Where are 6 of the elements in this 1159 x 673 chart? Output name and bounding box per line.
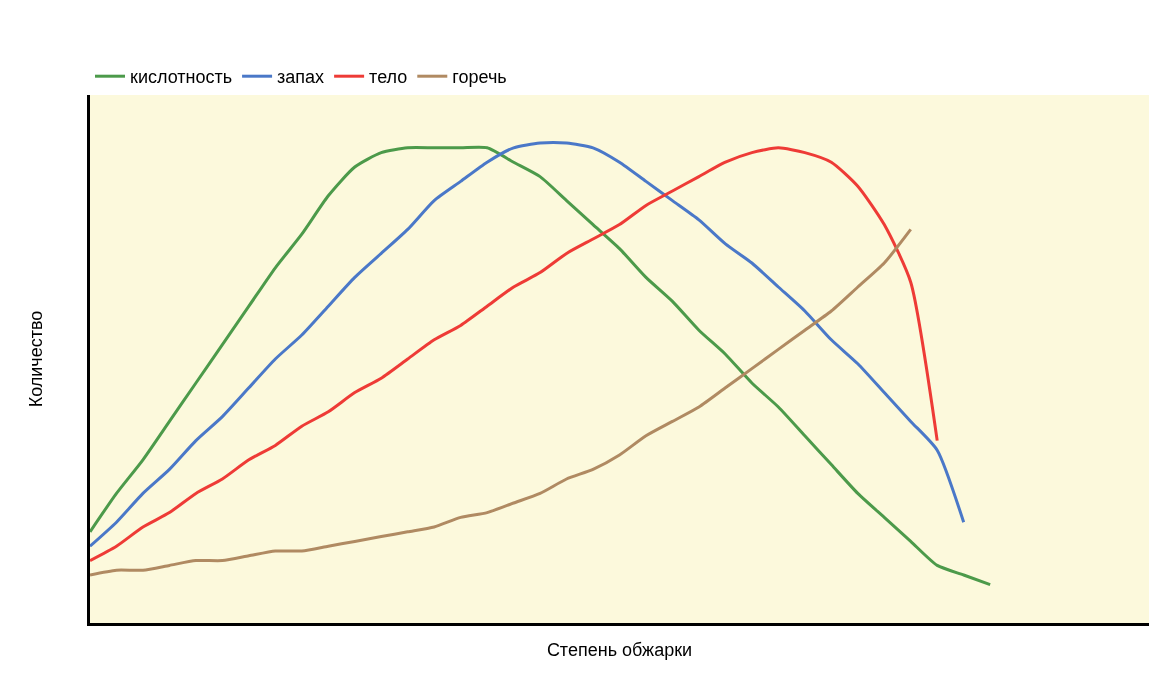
x-axis-title: Степень обжарки: [546, 639, 693, 660]
legend-label: кислотность: [130, 67, 233, 88]
legend-label: тело: [369, 67, 408, 88]
legend-label: горечь: [452, 67, 507, 88]
y-axis-title: Количество: [26, 310, 47, 408]
legend-label: запах: [277, 67, 325, 88]
